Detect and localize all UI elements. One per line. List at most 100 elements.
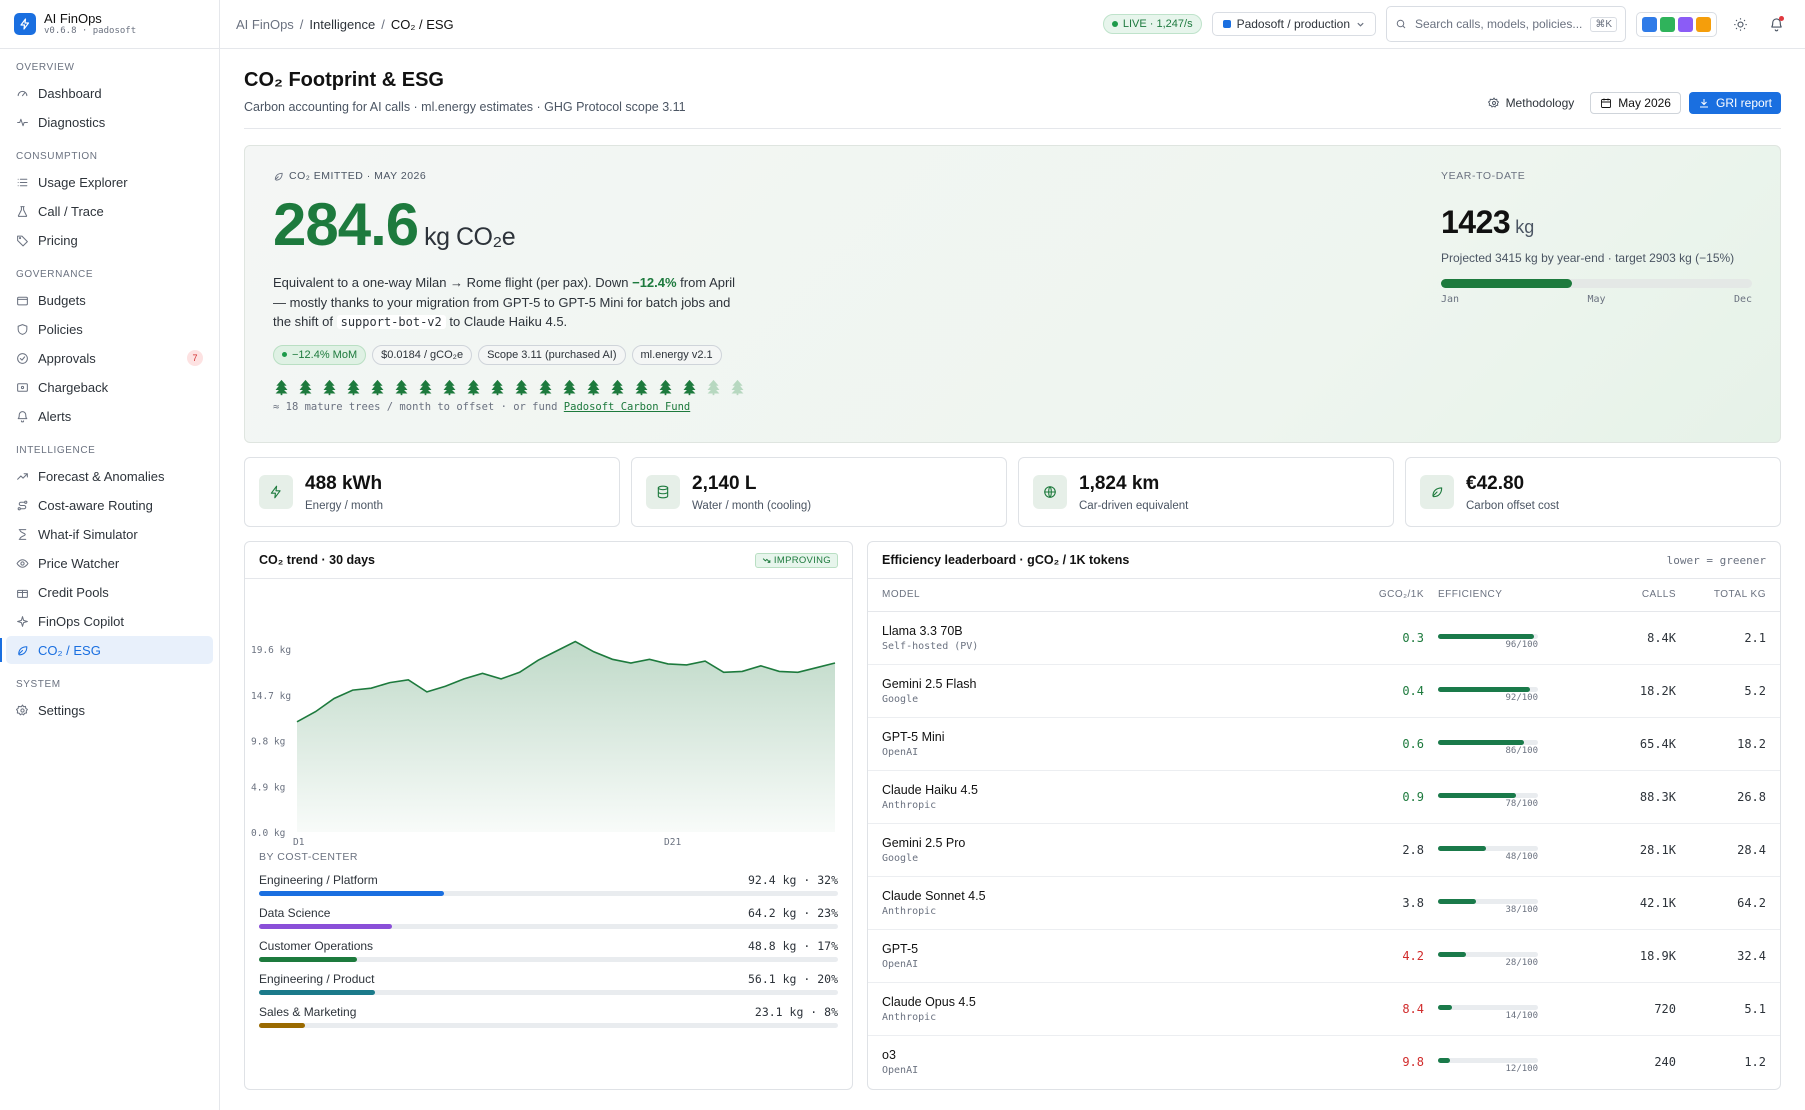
table-row[interactable]: GPT-5 Mini OpenAI 0.6 86/100 65.4K 18.2: [868, 717, 1780, 771]
co2-trend-panel: CO₂ trend · 30 days IMPROVING 19.6 kg 14.…: [244, 541, 853, 1090]
cost-center-value: 92.4 kg · 32%: [747, 873, 838, 887]
sidebar-item-pricing[interactable]: Pricing: [6, 226, 213, 254]
sidebar-item-label: Forecast & Anomalies: [38, 468, 165, 484]
col-efficiency[interactable]: EFFICIENCY: [1430, 579, 1580, 612]
sidebar-item-settings[interactable]: Settings: [6, 696, 213, 724]
period-picker[interactable]: May 2026: [1590, 92, 1681, 114]
table-row[interactable]: Llama 3.3 70B Self-hosted (PV) 0.3 96/100 8.…: [868, 611, 1780, 665]
hero-chip-label: $0.0184 / gCO₂e: [381, 348, 464, 361]
efficiency-score: 96/100: [1505, 639, 1538, 650]
methodology-button[interactable]: Methodology: [1480, 92, 1583, 114]
sidebar-item-alerts[interactable]: Alerts: [6, 402, 213, 430]
table-row[interactable]: Gemini 2.5 Pro Google 2.8 48/100 28.1K 28.4: [868, 823, 1780, 877]
co2-emitted-unit: kg CO₂e: [424, 223, 516, 251]
gco2-value: 2.8: [1350, 823, 1430, 877]
stat-text: 1,824 km Car-driven equivalent: [1079, 473, 1188, 512]
sidebar-item-call-trace[interactable]: Call / Trace: [6, 197, 213, 225]
gco2-value: 0.4: [1350, 664, 1430, 718]
cost-center-line: Data Science 64.2 kg · 23%: [259, 906, 838, 920]
cost-center-line: Customer Operations 48.8 kg · 17%: [259, 939, 838, 953]
brand[interactable]: AI FinOps v0.6.8 · padosoft: [0, 0, 219, 49]
cost-center-bar-fill: [259, 924, 393, 929]
table-row[interactable]: GPT-5 OpenAI 4.2 28/100 18.9K 32.4: [868, 929, 1780, 983]
cost-center-name: Data Science: [259, 906, 331, 920]
model-name: Claude Opus 4.5: [882, 994, 976, 1009]
gco2-value: 0.9: [1350, 770, 1430, 824]
sidebar: AI FinOps v0.6.8 · padosoft OVERVIEW Dash…: [0, 0, 220, 1110]
efficiency-track: [1438, 845, 1538, 851]
efficiency-cell: 14/100: [1430, 982, 1580, 1036]
page-subtitle: Carbon accounting for AI calls · ml.ener…: [244, 100, 686, 114]
breadcrumb-root[interactable]: AI FinOps: [236, 16, 294, 32]
sidebar-item-budgets[interactable]: Budgets: [6, 286, 213, 314]
theme-swatch[interactable]: [1696, 16, 1711, 32]
sidebar-item-what-if-simulator[interactable]: What-if Simulator: [6, 520, 213, 548]
table-row[interactable]: Claude Haiku 4.5 Anthropic 0.9 78/100 88.3K 2…: [868, 770, 1780, 824]
efficiency-fill: [1438, 1004, 1452, 1010]
model-vendor: Self-hosted (PV): [882, 640, 979, 652]
efficiency-score: 78/100: [1505, 798, 1538, 809]
sidebar-item-approvals[interactable]: Approvals 7: [6, 344, 213, 372]
sidebar-item-label: Alerts: [38, 408, 72, 424]
theme-toggle-button[interactable]: [1727, 11, 1753, 37]
theme-swatch[interactable]: [1660, 16, 1675, 32]
hero-desc-change: −12.4%: [632, 275, 677, 290]
sidebar-item-diagnostics[interactable]: Diagnostics: [6, 108, 213, 136]
sidebar-item-cost-aware-routing[interactable]: Cost-aware Routing: [6, 491, 213, 519]
sidebar-item-finops-copilot[interactable]: FinOps Copilot: [6, 607, 213, 635]
efficiency-track: [1438, 898, 1538, 904]
cost-center-bar-fill: [259, 891, 445, 896]
hero-value: 284.6 kg CO₂e: [273, 190, 1441, 259]
cost-center-value: 64.2 kg · 23%: [747, 906, 838, 920]
gift-icon: [16, 586, 29, 599]
ytd-number: 1423: [1441, 204, 1511, 240]
y-tick-label: 19.6 kg: [251, 645, 291, 656]
nav-section-title: SYSTEM: [16, 679, 61, 690]
sidebar-item-usage-explorer[interactable]: Usage Explorer: [6, 168, 213, 196]
model-cell: GPT-5 OpenAI: [868, 929, 1350, 983]
model-vendor: OpenAI: [882, 1064, 919, 1076]
sidebar-item-credit-pools[interactable]: Credit Pools: [6, 578, 213, 606]
sidebar-item-policies[interactable]: Policies: [6, 315, 213, 343]
total-kg-value: 2.1: [1690, 611, 1780, 665]
sidebar-item-label: Settings: [38, 702, 85, 718]
efficiency-bar: 78/100: [1438, 788, 1548, 809]
co2-hero-card: CO₂ EMITTED · MAY 2026 284.6 kg CO₂e Equ…: [244, 145, 1781, 443]
app-name: AI FinOps: [44, 10, 102, 26]
notifications-button[interactable]: [1763, 11, 1789, 37]
sidebar-item-dashboard[interactable]: Dashboard: [6, 79, 213, 107]
efficiency-fill: [1438, 739, 1524, 745]
table-row[interactable]: Claude Opus 4.5 Anthropic 8.4 14/100 720 5.1: [868, 982, 1780, 1036]
sidebar-nav: OVERVIEW Dashboard Diagnostics CONSUMPTION U…: [0, 49, 219, 733]
sidebar-item-label: Chargeback: [38, 379, 109, 395]
leaf-icon: [1420, 475, 1454, 509]
col-calls[interactable]: CALLS: [1580, 579, 1690, 612]
model-name: Gemini 2.5 Flash: [882, 676, 977, 691]
stat-card: 2,140 L Water / month (cooling): [631, 457, 1007, 527]
efficiency-score: 12/100: [1505, 1063, 1538, 1074]
col-gco2[interactable]: GCO₂/1K: [1350, 579, 1430, 612]
theme-swatches[interactable]: [1636, 11, 1717, 37]
search-input[interactable]: Search calls, models, policies... ⌘K: [1386, 6, 1626, 42]
model-vendor: Google: [882, 693, 919, 705]
efficiency-score: 92/100: [1505, 692, 1538, 703]
hero-desc-code: support-bot-v2: [336, 315, 446, 329]
gri-report-button[interactable]: GRI report: [1688, 92, 1781, 114]
theme-swatch[interactable]: [1642, 16, 1657, 32]
table-row[interactable]: o3 OpenAI 9.8 12/100 240 1.2: [868, 1035, 1780, 1088]
model-name: Llama 3.3 70B: [882, 623, 963, 638]
cost-center-bar-fill: [259, 1023, 306, 1028]
theme-swatch[interactable]: [1678, 16, 1693, 32]
col-model[interactable]: MODEL: [868, 579, 1350, 612]
sidebar-item-forecast-anomalies[interactable]: Forecast & Anomalies: [6, 462, 213, 490]
carbon-fund-link[interactable]: Padosoft Carbon Fund: [563, 400, 691, 413]
table-row[interactable]: Claude Sonnet 4.5 Anthropic 3.8 38/100 42.1K…: [868, 876, 1780, 930]
col-total-kg[interactable]: TOTAL KG: [1690, 579, 1780, 612]
sidebar-item-chargeback[interactable]: Chargeback: [6, 373, 213, 401]
sidebar-item-price-watcher[interactable]: Price Watcher: [6, 549, 213, 577]
tree-icon: [587, 379, 600, 396]
table-row[interactable]: Gemini 2.5 Flash Google 0.4 92/100 18.2K 5.2: [868, 664, 1780, 718]
sidebar-item-co-esg[interactable]: CO₂ / ESG: [0, 636, 213, 664]
environment-select[interactable]: Padosoft / production: [1211, 12, 1376, 36]
breadcrumb-section[interactable]: Intelligence: [309, 16, 376, 32]
